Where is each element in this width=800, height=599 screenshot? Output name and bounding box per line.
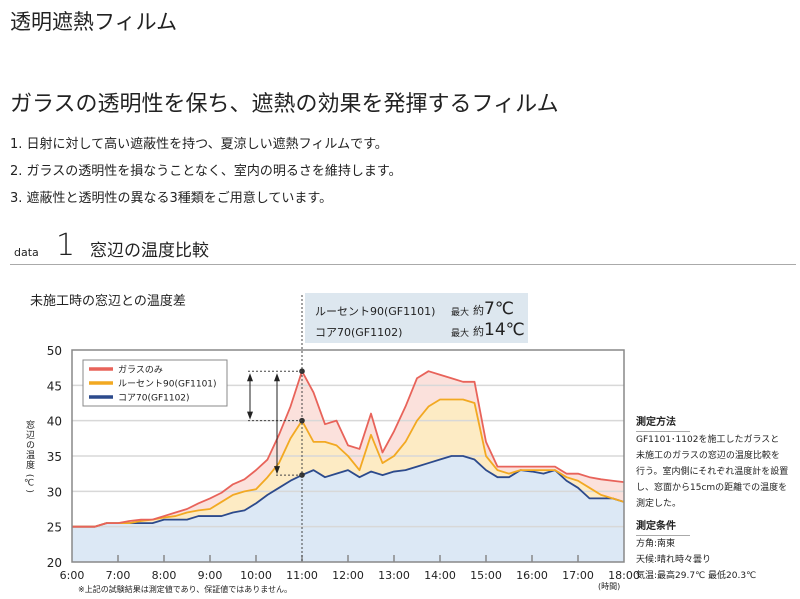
section-title: 窓辺の温度比較 — [90, 241, 209, 261]
section-header: data 1 窓辺の温度比較 — [10, 228, 796, 265]
x-tick-label: 6:00 — [60, 569, 85, 582]
section-number: 1 — [56, 228, 76, 263]
x-tick-label: 16:00 — [516, 569, 548, 582]
conditions-title: 測定条件 — [636, 518, 690, 536]
y-tick-label: 40 — [47, 415, 62, 429]
area-1 — [72, 399, 624, 527]
info-box: ルーセント90(GF1101) 最大 約7℃ コア70(GF1102) 最大 約… — [305, 293, 528, 343]
info-max-1: 最大 — [451, 308, 470, 318]
legend-label: コア70(GF1102) — [118, 394, 190, 404]
method-line: 行う。室内側にそれぞれ温度計を設置 — [636, 467, 789, 477]
legend-label: ガラスのみ — [118, 365, 163, 376]
x-tick-label: 9:00 — [198, 569, 223, 582]
diff-arrow-lucent-head — [247, 411, 253, 420]
condition-line: 天候:晴れ時々曇り — [636, 555, 712, 565]
chart-title: 未施工時の窓辺との温度差 — [30, 294, 186, 309]
info-value-1: 7℃ — [484, 299, 514, 319]
feature-2: 2. ガラスの透明性を損なうことなく、室内の明るさを維持します。 — [10, 164, 402, 179]
x-tick-label: 10:00 — [240, 569, 272, 582]
condition-line: 気温:最高29.7℃ 最低20.3℃ — [636, 571, 757, 581]
method-line: 測定した。 — [636, 499, 682, 509]
info-name-1: ルーセント90(GF1101) — [315, 305, 436, 318]
series-line-1 — [72, 398, 625, 528]
x-tick-label: 18:00 — [608, 569, 640, 582]
series-line-2 — [72, 455, 625, 528]
info-value-2: 14℃ — [484, 320, 525, 340]
diff-arrow-core-head — [274, 373, 280, 382]
method-line: し、窓面から15cmの距離での温度を — [636, 483, 788, 493]
y-tick-label: 20 — [47, 556, 62, 570]
section-prefix: data — [14, 246, 39, 259]
feature-1: 1. 日射に対して高い遮蔽性を持つ、夏涼しい遮熱フィルムです。 — [10, 137, 388, 152]
area-0 — [72, 371, 624, 527]
method-title: 測定方法 — [636, 414, 690, 432]
side-notes: 測定方法 GF1101･1102を施工したガラスと 未施工のガラスの窓辺の温度比… — [636, 414, 788, 584]
disclaimer: ※上記の試験結果は測定値であり、保証値ではありません。 — [78, 585, 293, 594]
method-line: GF1101･1102を施工したガラスと — [636, 435, 780, 445]
x-axis-unit: (時間) — [598, 582, 621, 591]
series-line-0 — [72, 370, 625, 528]
x-tick-label: 14:00 — [424, 569, 456, 582]
y-tick-label: 25 — [47, 521, 62, 535]
x-tick-label: 15:00 — [470, 569, 502, 582]
y-tick-label: 30 — [47, 485, 62, 499]
info-name-2: コア70(GF1102) — [315, 326, 403, 339]
info-approx-2: 約 — [473, 325, 484, 338]
diff-arrow-lucent-head — [247, 373, 253, 382]
x-tick-label: 7:00 — [106, 569, 131, 582]
x-tick-label: 17:00 — [562, 569, 594, 582]
headline: ガラスの透明性を保ち、遮熱の効果を発揮するフィルム — [10, 92, 559, 117]
x-tick-label: 13:00 — [378, 569, 410, 582]
method-line: 未施工のガラスの窓辺の温度比較を — [636, 451, 780, 461]
feature-3: 3. 遮蔽性と透明性の異なる3種類をご用意しています。 — [10, 191, 333, 206]
plot-frame — [71, 349, 625, 563]
x-tick-label: 11:00 — [286, 569, 318, 582]
legend-label: ルーセント90(GF1101) — [118, 379, 217, 390]
info-approx-1: 約 — [473, 304, 484, 317]
y-tick-label: 50 — [47, 344, 62, 358]
info-max-2: 最大 — [451, 329, 470, 339]
condition-line: 方角:南東 — [636, 539, 676, 549]
diff-arrow-core-head — [274, 466, 280, 475]
y-tick-label: 45 — [47, 379, 62, 393]
x-tick-label: 8:00 — [152, 569, 177, 582]
y-axis-label: 窓辺の温度 (℃) — [24, 420, 34, 494]
area-2 — [72, 456, 624, 562]
x-tick-label: 12:00 — [332, 569, 364, 582]
page-title: 透明遮熱フィルム — [10, 10, 178, 34]
y-tick-label: 35 — [47, 450, 62, 464]
